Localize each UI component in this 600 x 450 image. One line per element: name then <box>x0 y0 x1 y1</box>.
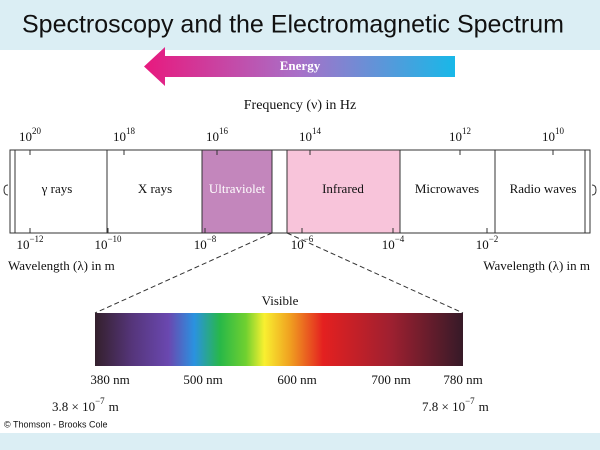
visible-tick-label: 700 nm <box>371 372 410 387</box>
visible-tick-label: 500 nm <box>183 372 222 387</box>
wavelength-tick-label: 10−12 <box>16 234 43 252</box>
infrared-band <box>286 149 401 234</box>
wavelength-label-right: Wavelength (λ) in m <box>483 258 590 273</box>
wavelength-tick-label: 10−2 <box>476 234 499 252</box>
right-brace <box>591 184 597 196</box>
region-label: γ rays <box>41 181 73 196</box>
energy-label: Energy <box>280 58 321 73</box>
ultraviolet-band <box>201 149 273 234</box>
wavelength-tick-label: 10−4 <box>382 234 405 252</box>
energy-arrow <box>144 47 455 86</box>
region-label: Microwaves <box>415 181 479 196</box>
visible-start: 3.8 × 10−7 m <box>52 396 119 414</box>
credit: © Thomson - Brooks Cole <box>4 419 108 429</box>
region-label: Ultraviolet <box>209 181 266 196</box>
frequency-tick-label: 1014 <box>299 126 322 144</box>
zoom-line <box>286 232 464 314</box>
zoom-line <box>94 232 273 314</box>
visible-tick-label: 600 nm <box>277 372 316 387</box>
frequency-tick-label: 1012 <box>449 126 471 144</box>
wavelength-tick-label: 10−6 <box>291 234 314 252</box>
frequency-tick-label: 1018 <box>113 126 136 144</box>
frequency-tick-label: 1016 <box>206 126 229 144</box>
wavelength-tick-label: 10−8 <box>194 234 217 252</box>
visible-spectrum <box>95 313 463 366</box>
visible-tick-label: 380 nm <box>90 372 129 387</box>
region-label: Radio waves <box>510 181 577 196</box>
region-label: X rays <box>138 181 172 196</box>
visible-end: 7.8 × 10−7 m <box>422 396 489 414</box>
left-brace <box>3 184 9 196</box>
wavelength-label-left: Wavelength (λ) in m <box>8 258 115 273</box>
frequency-tick-label: 1020 <box>19 126 42 144</box>
frequency-label: Frequency (ν) in Hz <box>244 98 356 113</box>
wavelength-tick-label: 10−10 <box>94 234 122 252</box>
frequency-tick-label: 1010 <box>542 126 565 144</box>
dividers <box>14 150 586 233</box>
footer-bar <box>0 433 600 450</box>
visible-tick-label: 780 nm <box>443 372 482 387</box>
title-bar <box>0 0 600 50</box>
title: Spectroscopy and the Electromagnetic Spe… <box>22 11 564 39</box>
region-label: Infrared <box>322 181 364 196</box>
visible-label: Visible <box>262 293 299 308</box>
